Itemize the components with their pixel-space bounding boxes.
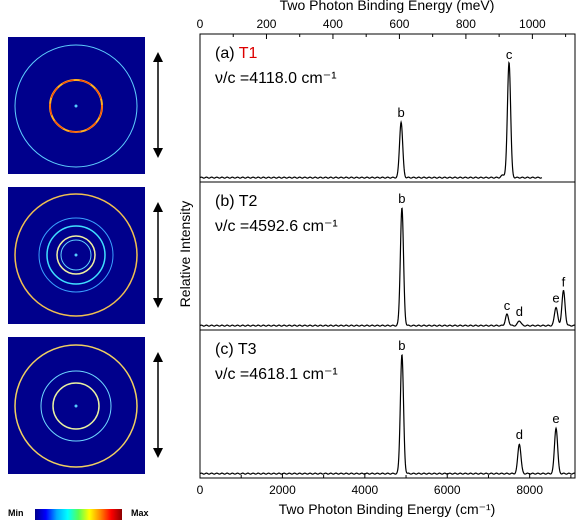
spectrum-trace-1 [199,60,543,179]
panel-frequency-label: ν/c =4592.6 cm⁻¹ [215,218,338,235]
polarization-arrow-b-icon [153,202,163,308]
plot-area: 0 2000 4000 6000 8000 0 200 400 600 800 1000 b c (a) … [197,17,576,497]
peak-label: d [516,427,523,442]
panel-name: T2 [239,193,258,210]
bottom-tick-label: 4000 [351,483,378,497]
spectrum-trace-2 [199,207,576,327]
panel-name: T1 [239,45,258,62]
bottom-tick-label: 0 [197,483,204,497]
panel-title: (a) T1 [215,45,257,62]
peak-label: e [552,290,559,305]
panel-tag: (a) [215,45,239,62]
colorbar-min-label: Min [8,508,24,518]
colorbar: Min Max [8,508,168,522]
polarization-arrow-c-icon [153,352,163,458]
panel-frequency-label: ν/c =4618.1 cm⁻¹ [215,366,338,383]
y-axis-label: Relative Intensity [177,201,193,308]
panel-title: (b) T2 [215,193,257,210]
top-tick-label: 400 [323,17,343,31]
peak-label: c [506,47,513,62]
panel-tag: (c) [215,341,238,358]
peak-label: c [504,298,511,313]
peak-label: b [398,191,405,206]
colorbar-max-label: Max [131,508,149,518]
top-tick-label: 800 [456,17,476,31]
bottom-tick-label: 8000 [516,483,543,497]
top-tick-label: 1000 [519,17,546,31]
image-panel-a [8,37,145,174]
image-panel-c [8,337,145,474]
top-tick-label: 200 [256,17,276,31]
peak-label: f [562,274,566,289]
bottom-axis-label: Two Photon Binding Energy (cm⁻¹) [279,501,496,517]
peak-label: b [397,105,404,120]
top-axis-label: Two Photon Binding Energy (meV) [280,0,495,13]
polarization-arrow-a-icon [153,52,163,158]
peak-label: e [552,411,559,426]
panel-name: T3 [238,341,257,358]
panel-frequency-label: ν/c =4118.0 cm⁻¹ [215,70,337,87]
colorbar-gradient [35,509,122,520]
panel-title: (c) T3 [215,341,257,358]
image-panel-b [8,187,145,324]
top-tick-label: 0 [197,17,204,31]
top-tick-label: 600 [389,17,409,31]
panel-tag: (b) [215,193,239,210]
peak-label: d [516,304,523,319]
peak-label: b [398,338,405,353]
bottom-tick-label: 6000 [434,483,461,497]
bottom-tick-label: 2000 [269,483,296,497]
plot-frame [199,33,576,479]
spectrum-trace-3 [199,354,576,475]
